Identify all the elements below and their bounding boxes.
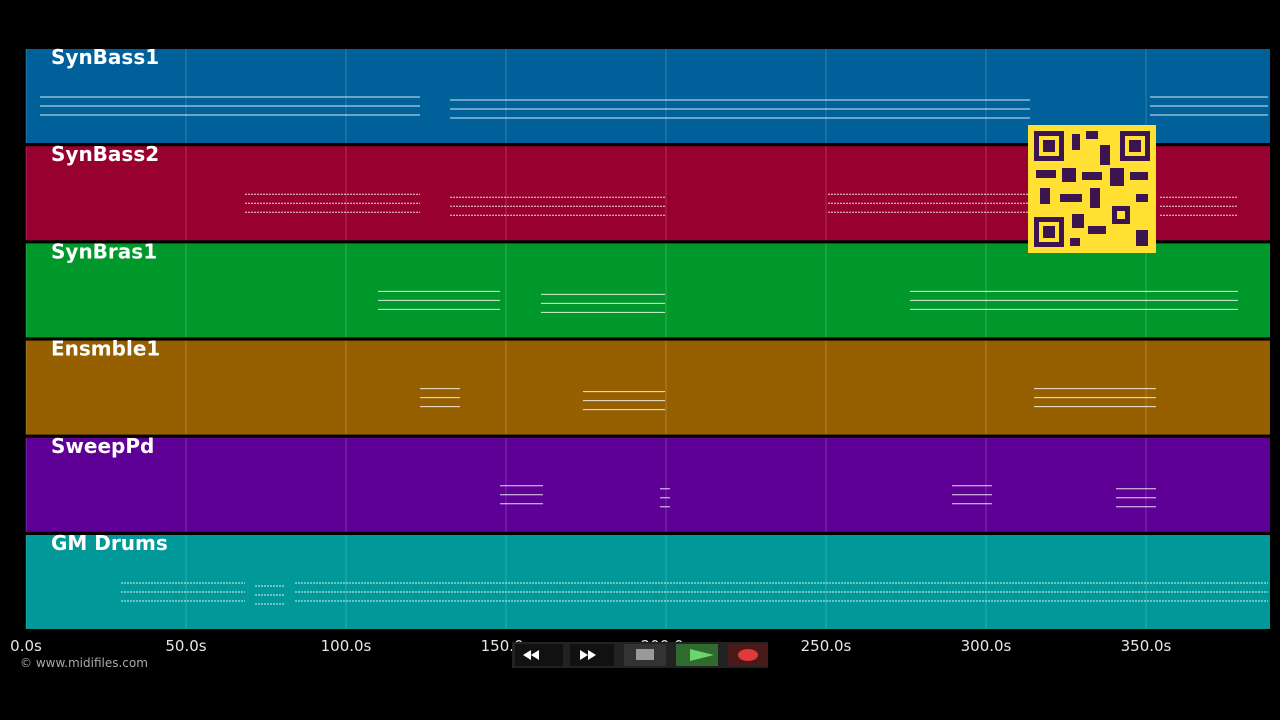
track-name: SynBass2 xyxy=(51,142,159,166)
rewind-button[interactable] xyxy=(515,644,563,666)
track-lane: SynBras1 xyxy=(25,239,1270,338)
stop-button[interactable] xyxy=(624,644,666,666)
track-lane: SweepPd xyxy=(25,434,1270,532)
track-name: SynBras1 xyxy=(51,239,157,263)
time-tick-label: 300.0s xyxy=(961,637,1012,655)
time-tick-label: 100.0s xyxy=(321,637,372,655)
time-tick-label: 250.0s xyxy=(801,637,852,655)
track-lane: GM Drums xyxy=(25,531,1270,629)
time-tick-label: 350.0s xyxy=(1121,637,1172,655)
lane-background xyxy=(26,340,1270,435)
track-name: SweepPd xyxy=(51,434,154,458)
time-tick-label: 0.0s xyxy=(10,637,42,655)
qr-code xyxy=(1028,125,1156,253)
record-button[interactable] xyxy=(728,644,768,666)
track-name: SynBass1 xyxy=(51,45,159,69)
lane-background xyxy=(26,437,1270,532)
forward-button[interactable] xyxy=(570,644,614,666)
lane-background xyxy=(26,535,1270,629)
transport-controls xyxy=(512,642,768,668)
play-button[interactable] xyxy=(676,644,718,666)
track-name: GM Drums xyxy=(51,531,168,555)
copyright: © www.midifiles.com xyxy=(20,656,148,670)
track-name: Ensmble1 xyxy=(51,337,160,361)
track-lane: Ensmble1 xyxy=(25,337,1270,435)
time-tick-label: 50.0s xyxy=(165,637,206,655)
lane-background xyxy=(26,243,1270,338)
